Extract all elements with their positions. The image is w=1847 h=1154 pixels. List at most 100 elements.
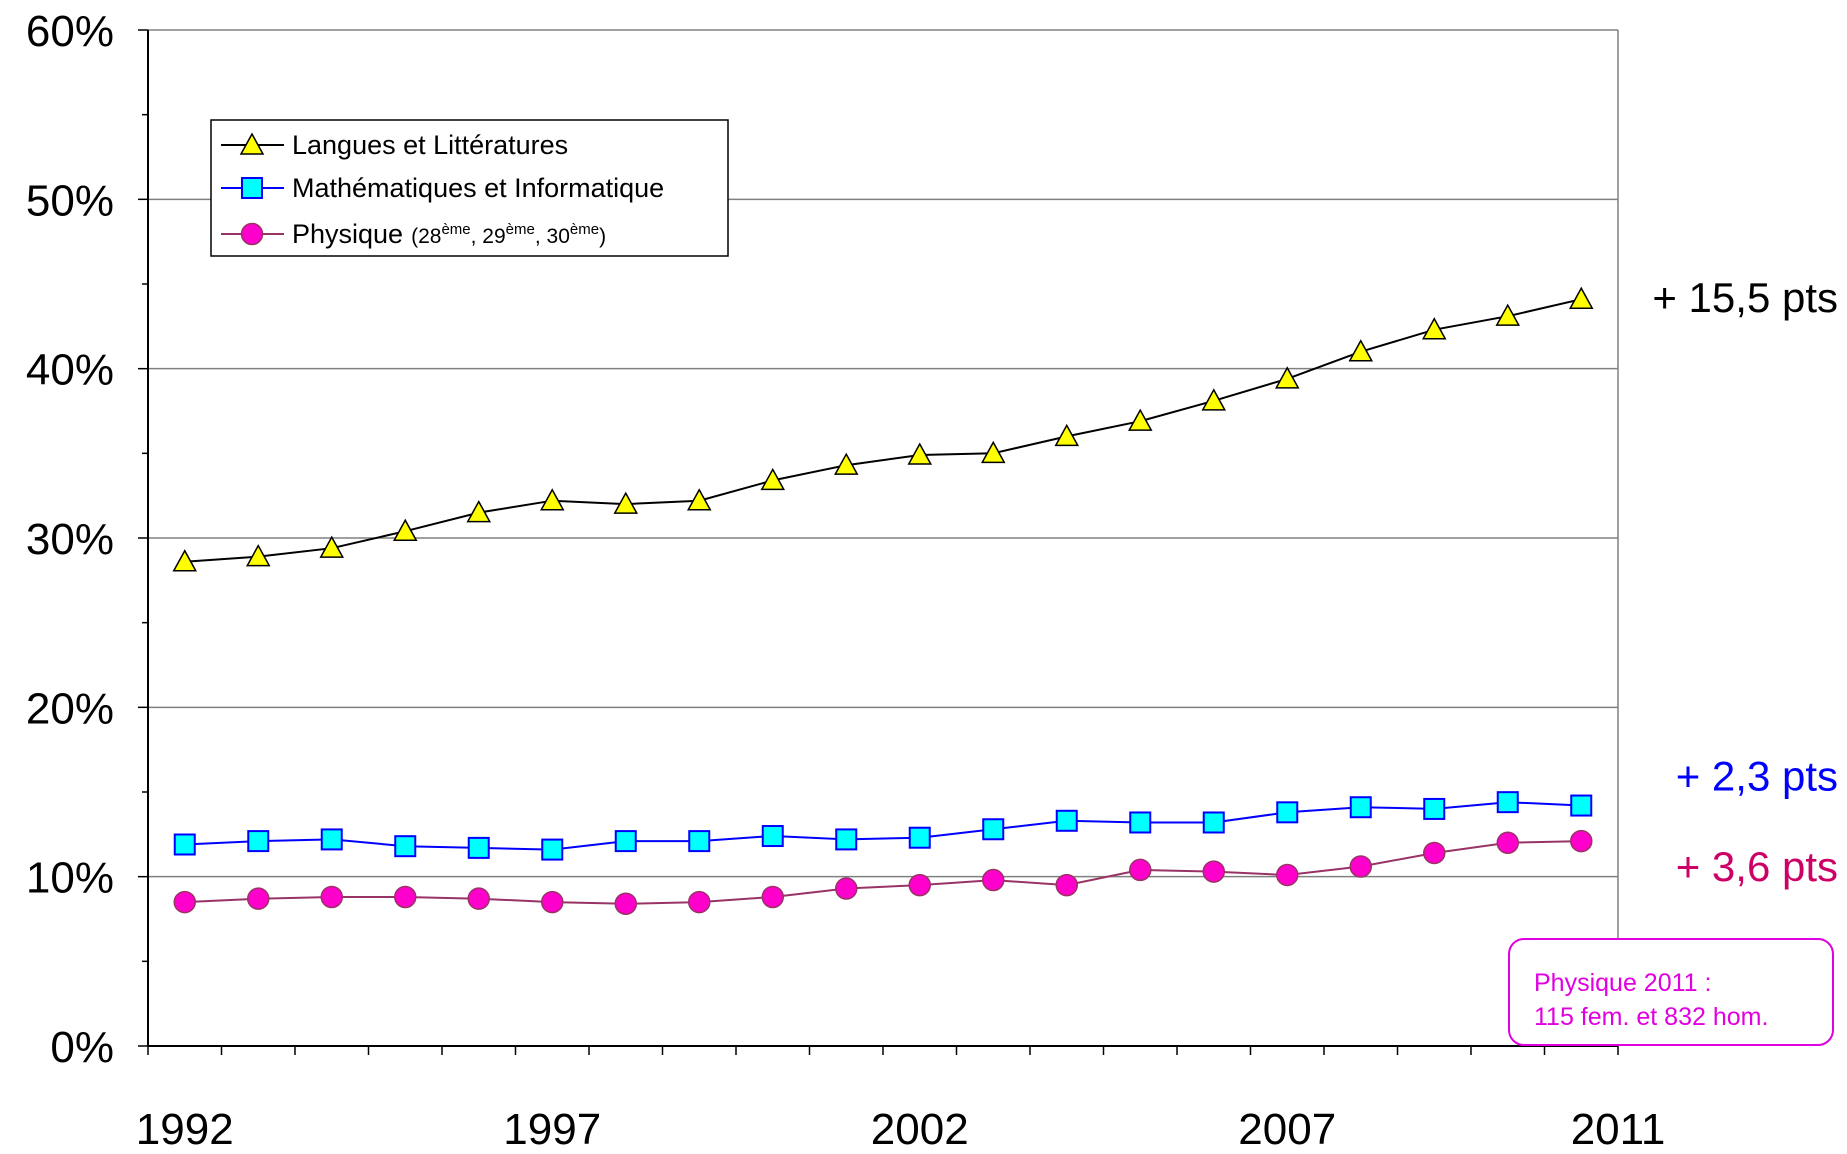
axes: 0% 10% 20% 30% 40% 50% 60% 1992 1997 2002 2007 2011 [26,7,1665,1154]
data-point [1423,841,1446,865]
legend-item-1: Mathématiques et Informatique [221,173,664,203]
data-point [760,467,786,491]
x-tick-label: 2011 [1571,1105,1666,1154]
series-end-label: + 3,6 pts [1676,843,1838,890]
data-point [1202,860,1225,883]
data-point [320,885,343,909]
legend-label: Physique (28ème, 29ème, 30ème) [292,219,606,249]
x-tick-label: 2002 [871,1105,969,1154]
data-point [1201,388,1227,411]
y-tick-label: 40% [26,346,114,395]
data-point [614,892,637,916]
data-point [1349,855,1372,878]
series-1 [173,791,1593,861]
data-point [1496,791,1519,814]
y-tick-label: 50% [26,176,114,225]
data-point [172,549,198,572]
data-point [541,838,564,861]
legend-marker [241,177,263,199]
data-point [467,887,490,910]
data-point [907,442,933,465]
data-point [1054,423,1080,447]
legend: Langues et Littératures Mathématiques et … [210,119,729,257]
legend-detail: ) [599,225,606,248]
note-line-2: 115 fem. et 832 hom. [1534,1003,1769,1031]
series-end-label: + 15,5 pts [1652,274,1838,321]
series-end-label: + 2,3 pts [1676,753,1838,800]
y-tick-label: 0% [50,1023,114,1072]
data-point [1055,809,1078,832]
data-point [394,885,417,909]
legend-item-2: Physique (28ème, 29ème, 30ème) [221,219,606,249]
data-point [320,828,343,851]
end-labels: + 15,5 pts + 2,3 pts + 3,6 pts [1652,274,1838,890]
legend-label: Langues et Littératures [292,130,568,160]
legend-series-name: Langues et Littératures [292,130,568,160]
legend-detail: (28 [411,225,441,248]
legend-marker [239,132,265,155]
data-point [688,890,711,914]
data-point [173,833,196,856]
data-point [392,518,418,541]
data-point [835,828,858,851]
data-point [1202,811,1225,834]
data-point [247,887,270,910]
legend-series-name: Mathématiques et Informatique [292,173,664,203]
data-point [761,825,784,848]
data-point [1129,858,1152,882]
y-tick-label: 60% [26,7,114,56]
data-point [1276,801,1299,824]
data-point [1348,339,1374,362]
legend-superscript: ème [570,221,599,238]
data-point [539,488,565,511]
legend-superscript: ème [441,221,470,238]
data-point [173,890,196,914]
series-line [184,298,1582,563]
data-point [1495,303,1521,326]
x-tick-label: 1997 [503,1105,601,1154]
legend-detail: , 29 [471,225,506,248]
data-point [1274,366,1300,389]
data-point [1127,408,1153,431]
series-2 [173,829,1593,916]
y-tick-label: 20% [26,684,114,733]
data-point [613,491,639,514]
data-point [1570,829,1593,853]
legend-items: Langues et Littératures Mathématiques et … [221,130,664,249]
data-point [761,885,784,909]
data-point [319,535,345,558]
data-point [247,830,270,853]
data-point [394,835,417,858]
series-layer [172,286,1594,916]
data-point [245,544,271,567]
legend-series-name: Physique [292,219,403,249]
data-point [908,826,931,849]
legend-superscript: ème [506,221,535,238]
data-point [614,830,637,853]
data-point [466,500,492,523]
legend-box [210,119,729,257]
data-point [541,890,564,914]
physique-2011-note: Physique 2011 : 115 fem. et 832 hom. [1508,938,1834,1046]
legend-label: Mathématiques et Informatique [292,173,664,203]
data-point [1570,794,1593,817]
data-point [982,868,1005,892]
y-tick-label: 10% [26,854,114,903]
data-point [1349,796,1372,819]
legend-item-0: Langues et Littératures [221,130,568,160]
data-point [835,877,858,900]
data-point [686,488,712,511]
note-line-1: Physique 2011 : [1534,969,1712,997]
data-point [1055,873,1078,897]
data-point [982,818,1005,841]
x-tick-label: 2007 [1238,1105,1336,1154]
data-point [833,452,859,475]
x-tick-label: 1992 [136,1105,234,1154]
series-line [184,801,1582,851]
data-point [1568,286,1594,309]
series-0 [172,286,1594,572]
data-point [908,873,931,897]
legend-detail: , 30 [535,225,570,248]
data-point [980,440,1006,464]
